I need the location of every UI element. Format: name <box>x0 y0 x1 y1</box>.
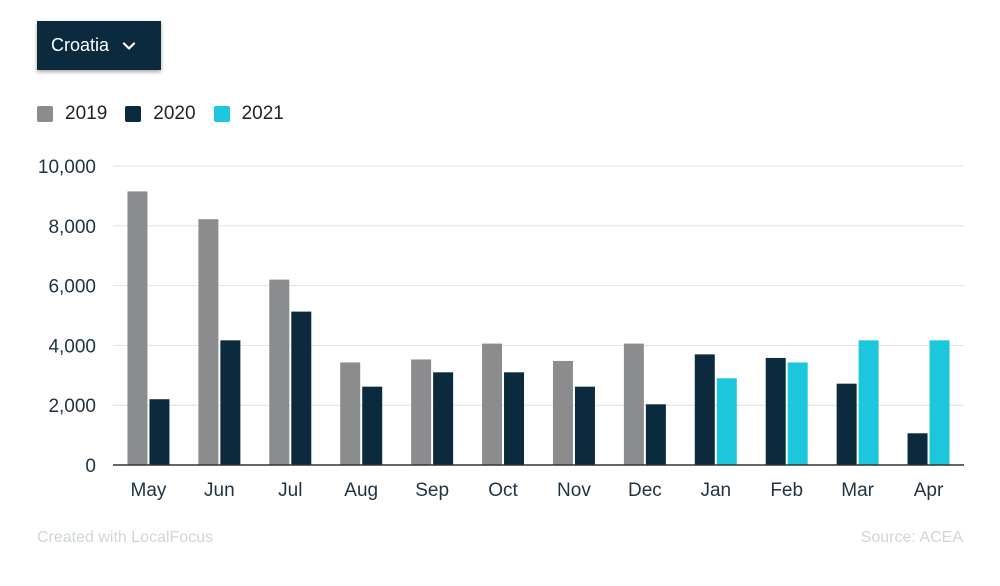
bar-2020-nov <box>574 386 595 465</box>
country-dropdown-label: Croatia <box>51 35 110 55</box>
bar-2019-oct <box>482 343 503 465</box>
bar-2020-sep <box>433 372 454 465</box>
x-tick-label: Jan <box>700 480 731 501</box>
created-with-credit: Created with LocalFocus <box>37 529 214 546</box>
y-tick-label: 0 <box>85 456 96 477</box>
x-tick-label: May <box>131 480 167 501</box>
bar-2020-oct <box>504 372 525 465</box>
legend-swatch-2019 <box>37 106 53 122</box>
x-tick-label: Mar <box>841 480 874 501</box>
y-tick-label: 6,000 <box>48 277 96 298</box>
legend-item-2021[interactable]: 2021 <box>213 103 284 125</box>
bar-2021-mar <box>858 340 879 465</box>
legend-label-2019: 2019 <box>65 103 108 124</box>
bar-2021-apr <box>929 340 950 465</box>
x-tick-label: Sep <box>415 480 449 501</box>
x-tick-label: Apr <box>914 480 944 501</box>
bar-2019-nov <box>552 360 573 465</box>
country-dropdown[interactable]: Croatia <box>37 21 161 70</box>
chevron-down-icon <box>122 41 136 50</box>
x-tick-label: Feb <box>770 480 803 501</box>
bar-2020-jan <box>694 354 715 465</box>
x-tick-label: Jun <box>204 480 235 501</box>
bar-2020-jul <box>291 311 312 465</box>
legend-label-2021: 2021 <box>241 103 284 124</box>
bar-2019-sep <box>411 359 432 465</box>
y-tick-label: 10,000 <box>38 157 96 178</box>
bar-2019-may <box>127 191 148 466</box>
legend-swatch-2020 <box>125 106 142 122</box>
bar-2020-may <box>149 399 170 465</box>
bar-2019-aug <box>340 362 361 465</box>
x-tick-label: Aug <box>344 480 378 501</box>
y-tick-label: 8,000 <box>48 217 96 238</box>
bar-2021-feb <box>787 362 808 465</box>
legend-label-2020: 2020 <box>153 103 196 124</box>
y-tick-label: 2,000 <box>48 396 96 417</box>
bar-2020-dec <box>645 404 666 465</box>
bar-2020-aug <box>362 386 383 465</box>
bar-2019-dec <box>623 343 644 465</box>
bar-2020-feb <box>765 357 786 465</box>
bar-2020-mar <box>836 383 857 465</box>
x-tick-label: Dec <box>628 480 662 501</box>
x-tick-label: Nov <box>557 480 591 501</box>
legend-item-2019[interactable]: 2019 <box>37 103 107 125</box>
bar-2019-jun <box>198 219 219 465</box>
bar-2019-jul <box>269 279 290 465</box>
x-tick-label: Oct <box>488 480 518 501</box>
legend-swatch-2021 <box>213 106 230 122</box>
chart-legend: 2019 2020 2021 <box>37 103 302 125</box>
bar-2020-jun <box>220 340 241 465</box>
source-note: Source: ACEA <box>860 529 963 546</box>
y-tick-label: 4,000 <box>48 336 96 357</box>
legend-item-2020[interactable]: 2020 <box>125 103 196 125</box>
bar-2021-jan <box>716 378 737 465</box>
x-tick-label: Jul <box>278 480 302 501</box>
bar-2020-apr <box>907 433 928 465</box>
